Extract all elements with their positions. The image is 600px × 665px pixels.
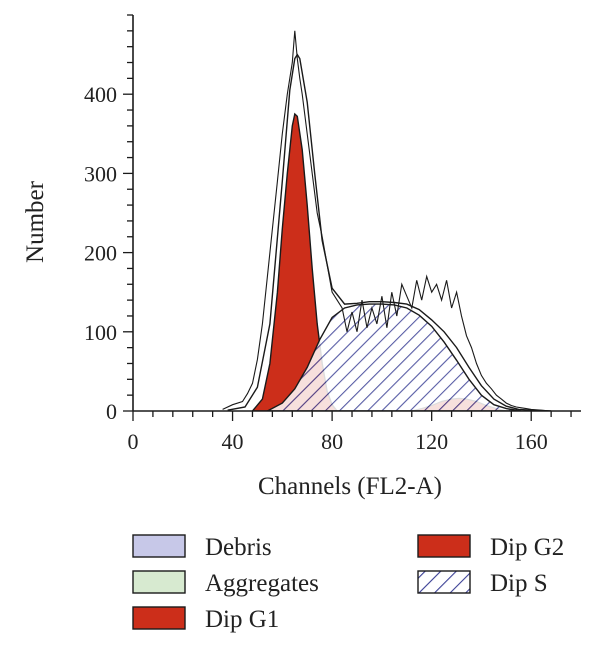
y-tick-label: 0 (106, 399, 117, 424)
x-tick-label: 80 (321, 429, 343, 454)
y-tick-label: 300 (84, 161, 117, 186)
legend-swatch-aggregates (132, 570, 186, 594)
legend: Debris Aggregates Dip G1 Dip G2 Dip S (132, 534, 564, 633)
legend-label-aggregates: Aggregates (205, 570, 319, 597)
y-axis-title: Number (22, 180, 49, 263)
y-tick-label: 200 (84, 241, 117, 266)
legend-label-debris: Debris (205, 534, 272, 561)
legend-swatch-dip-g2 (417, 534, 471, 558)
legend-swatch-dip-s (417, 570, 471, 594)
x-tick-label: 160 (515, 429, 548, 454)
plot-area (222, 30, 552, 411)
x-axis-title: Channels (FL2-A) (258, 473, 442, 500)
series-dip-s-area (267, 303, 522, 411)
legend-label-dip-s: Dip S (490, 570, 548, 597)
x-tick-label: 0 (128, 429, 139, 454)
axes: 0 100 200 300 400 0 40 80 120 160 (84, 14, 581, 454)
legend-swatch-debris (132, 534, 186, 558)
series-data-line (222, 30, 552, 411)
x-tick-label: 40 (222, 429, 244, 454)
legend-swatch-dip-g1 (132, 606, 186, 630)
series-model-fit-line (227, 53, 552, 411)
legend-label-dip-g1: Dip G1 (205, 606, 279, 633)
x-tick-label: 120 (415, 429, 448, 454)
legend-label-dip-g2: Dip G2 (490, 534, 564, 561)
y-tick-label: 400 (84, 82, 117, 107)
y-tick-label: 100 (84, 320, 117, 345)
